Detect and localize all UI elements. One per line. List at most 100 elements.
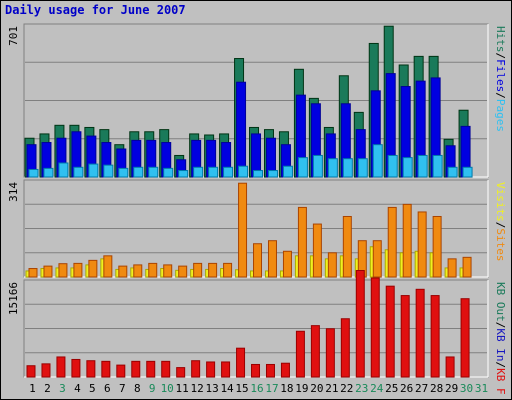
bar-pages-13 <box>208 166 219 178</box>
bar-sites-21 <box>327 252 337 278</box>
y-max-label: 15166 <box>7 282 20 315</box>
bar-kb-f-14 <box>221 361 231 378</box>
x-tick-label: 15 <box>235 382 248 395</box>
bar-pages-12 <box>193 166 204 178</box>
bar-sites-13 <box>208 262 218 278</box>
bar-sites-17 <box>267 240 277 278</box>
bar-kb-f-27 <box>415 288 425 378</box>
legend-entry: KB In <box>494 328 507 361</box>
bar-pages-23 <box>357 158 368 178</box>
bar-pages-18 <box>282 165 293 178</box>
x-tick-label: 13 <box>205 382 218 395</box>
bar-sites-16 <box>253 243 263 278</box>
bar-pages-1 <box>28 168 39 178</box>
bar-pages-4 <box>73 166 84 178</box>
bar-sites-11 <box>178 265 188 278</box>
bar-sites-29 <box>447 258 457 278</box>
bar-sites-14 <box>223 262 233 278</box>
x-tick-label: 19 <box>295 382 308 395</box>
bar-kb-f-22 <box>340 318 350 378</box>
bar-kb-f-19 <box>295 330 305 378</box>
bar-pages-15 <box>238 165 249 178</box>
bar-pages-26 <box>402 157 413 178</box>
x-tick-label: 5 <box>89 382 96 395</box>
bar-kb-f-20 <box>310 325 320 378</box>
legend-entry: / <box>494 53 507 60</box>
bar-kb-f-23 <box>355 270 365 378</box>
bar-sites-10 <box>163 264 173 278</box>
bar-pages-21 <box>327 158 338 178</box>
y-max-label: 314 <box>7 182 20 202</box>
x-tick-label: 25 <box>385 382 398 395</box>
bar-sites-2 <box>43 265 53 278</box>
bar-sites-24 <box>372 240 382 278</box>
bar-kb-f-30 <box>460 298 470 378</box>
bar-kb-f-9 <box>146 360 156 378</box>
legend-entry: / <box>494 222 507 229</box>
bar-sites-30 <box>462 256 472 278</box>
bar-sites-20 <box>312 223 322 278</box>
bar-sites-12 <box>193 262 203 278</box>
x-tick-label: 12 <box>191 382 204 395</box>
bar-kb-f-1 <box>26 365 36 378</box>
bar-kb-f-17 <box>265 363 275 378</box>
bar-kb-f-12 <box>191 360 201 378</box>
bar-pages-2 <box>43 167 54 178</box>
bar-pages-14 <box>223 166 234 178</box>
bar-pages-27 <box>417 154 428 178</box>
x-tick-label: 21 <box>325 382 338 395</box>
bar-pages-11 <box>178 170 189 178</box>
chart-title: Daily usage for June 2007 <box>5 3 186 17</box>
legend-entry: KB F <box>494 368 507 395</box>
series-legend: KB Out/KB In/KB F <box>494 282 507 395</box>
bar-kb-f-11 <box>176 367 186 378</box>
bar-kb-f-26 <box>400 295 410 378</box>
x-tick-label: 17 <box>265 382 278 395</box>
x-tick-label: 24 <box>370 382 384 395</box>
x-tick-label: 7 <box>119 382 126 395</box>
bar-sites-9 <box>148 262 158 278</box>
bar-kb-f-5 <box>86 360 96 378</box>
bar-pages-19 <box>297 157 308 178</box>
x-tick-label: 16 <box>250 382 263 395</box>
x-tick-label: 20 <box>310 382 323 395</box>
bar-files-15 <box>236 81 247 178</box>
bar-pages-22 <box>342 158 353 178</box>
bar-sites-6 <box>103 255 113 278</box>
bar-sites-15 <box>238 182 248 278</box>
x-tick-label: 22 <box>340 382 353 395</box>
legend-entry: Hits <box>494 26 507 53</box>
bar-kb-f-10 <box>161 360 171 378</box>
bar-pages-7 <box>118 167 129 178</box>
bar-pages-8 <box>133 166 144 178</box>
bar-kb-f-29 <box>445 356 455 378</box>
bar-pages-17 <box>267 170 278 178</box>
series-legend: Visits/Sites <box>494 182 507 262</box>
x-tick-label: 1 <box>29 382 36 395</box>
bar-pages-3 <box>58 162 69 178</box>
bar-pages-5 <box>88 163 99 178</box>
bar-pages-20 <box>312 154 323 178</box>
x-tick-label: 9 <box>149 382 156 395</box>
x-tick-label: 6 <box>104 382 111 395</box>
bar-sites-8 <box>133 264 143 278</box>
legend-entry: Sites <box>494 228 507 261</box>
x-tick-label: 30 <box>460 382 473 395</box>
bar-sites-19 <box>297 206 307 278</box>
y-max-label: 701 <box>7 26 20 46</box>
bar-kb-f-3 <box>56 356 66 378</box>
bar-pages-6 <box>103 164 114 178</box>
bar-sites-5 <box>88 259 98 278</box>
bar-sites-3 <box>58 263 68 278</box>
bar-sites-7 <box>118 265 128 278</box>
x-tick-label: 29 <box>445 382 458 395</box>
bar-pages-10 <box>163 167 174 178</box>
legend-entry: KB Out <box>494 282 507 322</box>
x-tick-label: 18 <box>280 382 293 395</box>
legend-entry: Files <box>494 59 507 92</box>
bar-kb-f-13 <box>206 361 216 378</box>
bar-kb-f-15 <box>236 347 246 378</box>
bar-kb-f-16 <box>251 363 261 378</box>
x-tick-label: 14 <box>220 382 234 395</box>
